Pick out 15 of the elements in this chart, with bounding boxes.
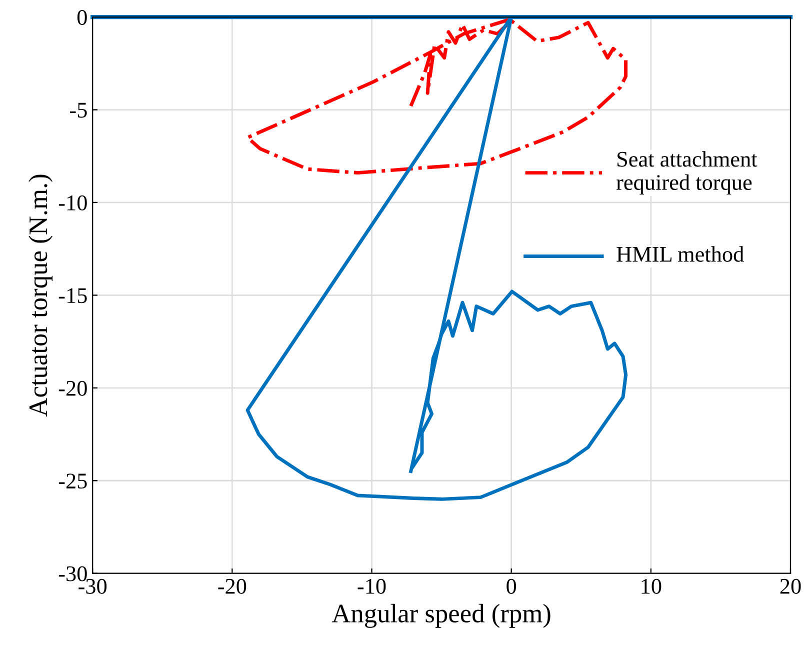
y-tick-label: -15	[58, 288, 87, 304]
legend-label: HMIL method	[616, 246, 744, 262]
x-tick-label: 0	[506, 578, 516, 594]
x-axis-title: Angular speed (rpm)	[332, 604, 550, 628]
x-tick-label: -10	[358, 578, 386, 594]
x-tick-label: 20	[780, 578, 801, 594]
x-tick-label: 10	[642, 578, 662, 594]
y-tick-label: -20	[58, 380, 87, 396]
y-tick-label: -5	[70, 102, 87, 118]
y-tick-label: 0	[77, 10, 87, 25]
y-tick-label: -10	[58, 195, 87, 210]
legend-label: Seat attachment required torque	[616, 151, 758, 195]
y-tick-label: -25	[58, 474, 87, 489]
y-axis-title: Actuator torque (N.m.)	[28, 174, 53, 417]
x-tick-label: -20	[218, 578, 246, 594]
